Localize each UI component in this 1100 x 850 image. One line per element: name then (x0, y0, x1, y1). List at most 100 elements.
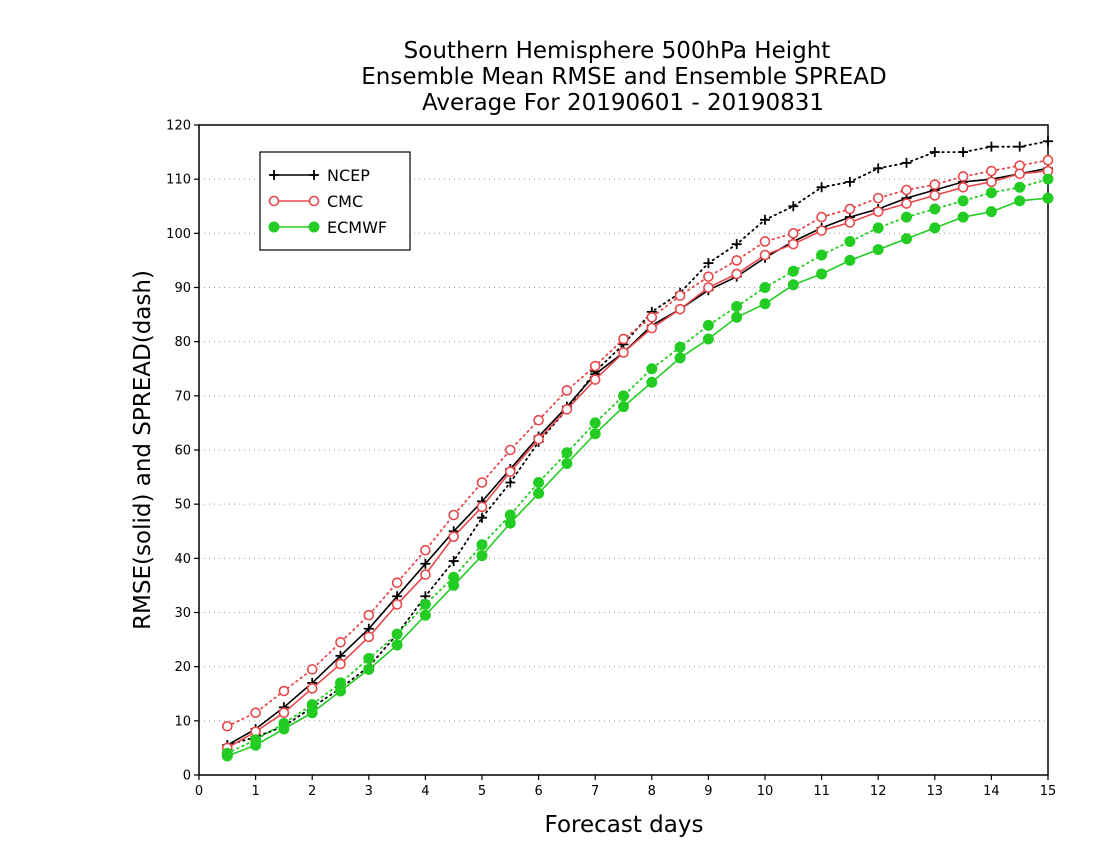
ncep-spread-point (760, 214, 770, 225)
ecmwf-rmse-point (1042, 192, 1054, 204)
cmc-rmse-point (448, 531, 460, 542)
legend-label-cmc: CMC (327, 192, 363, 211)
ecmwf-rmse-point (957, 211, 969, 223)
ecmwf-rmse-point (816, 268, 828, 280)
ecmwf-spread-point (419, 598, 431, 610)
cmc-spread-point (533, 414, 544, 426)
cmc-spread-point (957, 171, 969, 182)
ecmwf-rmse-point (306, 707, 318, 719)
cmc-rmse-point (844, 217, 856, 228)
ecmwf-spread-point (985, 187, 997, 199)
ncep-rmse-point (420, 558, 431, 569)
ecmwf-rmse-point (702, 333, 714, 345)
x-tick-label: 2 (308, 784, 316, 799)
y-tick-label: 80 (174, 335, 191, 350)
ecmwf-rmse-point (391, 639, 403, 651)
cmc-spread-point (787, 228, 799, 239)
ncep-spread-point (477, 512, 487, 523)
cmc-rmse-point (929, 190, 941, 201)
x-tick-label: 11 (813, 784, 830, 799)
y-tick-label: 60 (174, 444, 191, 459)
cmc-rmse-point (533, 433, 544, 445)
cmc-spread-point (731, 255, 743, 266)
ecmwf-spread-point (929, 203, 941, 215)
ncep-rmse-line (226, 167, 1049, 746)
ecmwf-rmse-point (250, 739, 262, 751)
ecmwf-rmse-point (872, 244, 884, 256)
cmc-spread-point (420, 544, 431, 556)
cmc-spread-point (589, 360, 601, 372)
cmc-rmse-point (986, 176, 997, 188)
ecmwf-rmse-point (901, 233, 912, 245)
y-tick-label: 20 (174, 660, 191, 675)
legend-marker-ncep (269, 170, 279, 180)
cmc-rmse-line (226, 170, 1049, 749)
ncep-spread-point (703, 258, 714, 269)
ecmwf-rmse-point (448, 579, 460, 591)
cmc-rmse-point (589, 374, 601, 385)
cmc-spread-point (929, 179, 941, 190)
cmc-spread-point (476, 477, 488, 488)
cmc-rmse-point (901, 198, 912, 209)
cmc-spread-point (250, 707, 261, 719)
ncep-spread-point (986, 141, 997, 152)
x-tick-label: 12 (870, 784, 887, 799)
y-tick-label: 10 (174, 714, 191, 729)
x-tick-label: 14 (983, 784, 1000, 799)
ecmwf-spread-point (759, 282, 771, 293)
cmc-spread-point (872, 192, 884, 204)
ecmwf-rmse-point (1014, 195, 1026, 207)
x-tick-label: 7 (591, 784, 599, 799)
cmc-rmse-point (731, 268, 743, 280)
x-tick-label: 13 (927, 784, 944, 799)
cmc-spread-point (816, 211, 827, 223)
x-tick-label: 9 (704, 784, 712, 799)
ecmwf-rmse-point (476, 550, 488, 562)
ecmwf-spread-point (391, 628, 403, 640)
ncep-spread-line (226, 140, 1049, 747)
ecmwf-spread-line (226, 178, 1049, 755)
x-tick-label: 15 (1040, 784, 1057, 799)
x-tick-label: 4 (421, 784, 429, 799)
cmc-rmse-point (363, 631, 375, 643)
ecmwf-rmse-point (759, 298, 771, 310)
series-layer (221, 136, 1054, 762)
cmc-rmse-point (957, 181, 969, 193)
ecmwf-spread-point (872, 222, 884, 234)
ncep-spread-point (505, 477, 516, 488)
ecmwf-rmse-point (618, 401, 629, 413)
ecmwf-spread-point (618, 390, 629, 402)
ecmwf-spread-point (646, 363, 658, 375)
legend-marker-cmc (268, 195, 280, 207)
title-line-1: Southern Hemisphere 500hPa Height (404, 38, 831, 64)
ecmwf-rmse-point (844, 254, 856, 266)
cmc-spread-point (703, 271, 714, 282)
x-axis-label: Forecast days (545, 812, 704, 838)
ecmwf-rmse-point (335, 685, 346, 697)
cmc-spread-point (759, 236, 771, 247)
legend-marker-ncep (309, 170, 319, 180)
cmc-rmse-point (1014, 168, 1026, 180)
ecmwf-spread-point (844, 235, 856, 247)
ecmwf-spread-point (1042, 173, 1054, 185)
ecmwf-rmse-point (787, 279, 799, 291)
cmc-rmse-point (646, 322, 658, 334)
ecmwf-rmse-point (221, 750, 233, 762)
ecmwf-rmse-point (504, 517, 516, 529)
ecmwf-spread-point (674, 341, 686, 353)
title-line-2: Ensemble Mean RMSE and Ensemble SPREAD (361, 64, 886, 90)
y-tick-label: 120 (166, 119, 191, 134)
cmc-spread-point (448, 509, 460, 521)
y-tick-label: 70 (174, 389, 191, 404)
ecmwf-rmse-point (533, 487, 545, 499)
cmc-spread-point (561, 385, 573, 396)
ecmwf-rmse-point (646, 376, 658, 388)
ecmwf-spread-point (561, 447, 573, 459)
ecmwf-rmse-point (561, 458, 573, 470)
legend-marker-ecmwf (308, 221, 320, 233)
ecmwf-rmse-point (278, 723, 290, 735)
cmc-rmse-point (335, 658, 346, 670)
y-tick-label: 50 (174, 498, 191, 513)
cmc-rmse-point (504, 466, 516, 477)
cmc-rmse-point (787, 238, 799, 250)
